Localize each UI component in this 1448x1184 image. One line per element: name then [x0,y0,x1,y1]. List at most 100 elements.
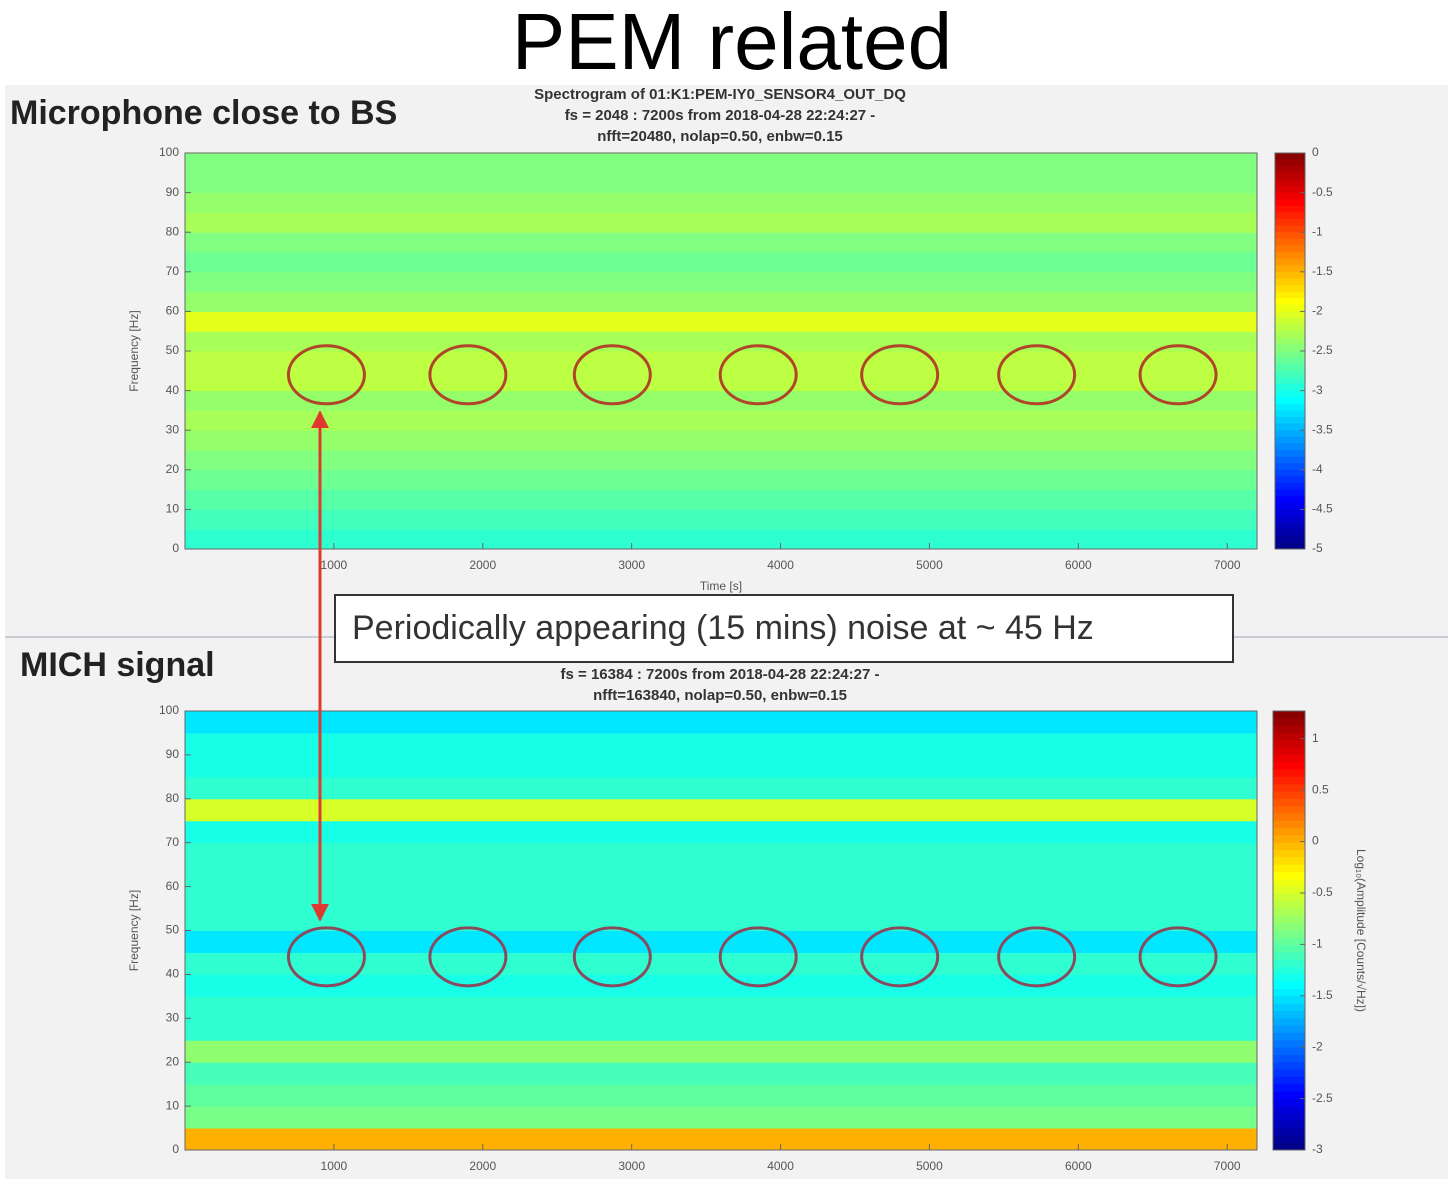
colorbar-segment [1273,784,1305,792]
spectrogram-band [185,311,1257,332]
colorbar-segment [1275,179,1305,187]
y-tick-label: 30 [166,422,180,436]
highlight-circle [428,344,508,406]
x-tick-label: 5000 [916,1159,943,1173]
colorbar-segment [1275,476,1305,484]
colorbar-segment [1275,205,1305,213]
colorbar-tick-label: -3.5 [1312,422,1333,436]
spectrogram-band [185,820,1257,844]
colorbar-tick-label: -2.5 [1312,1091,1333,1105]
colorbar-segment [1273,740,1305,749]
colorbar-tick-label: -2 [1312,1039,1323,1053]
highlight-circle [286,926,366,988]
spectrogram-band [185,450,1257,471]
colorbar-segment [1275,304,1305,312]
colorbar-segment [1275,351,1305,359]
colorbar-tick-label: -0.5 [1312,185,1333,199]
spectrogram-band [185,974,1257,997]
y-tick-label: 100 [159,703,179,717]
colorbar-segment [1275,522,1305,530]
x-tick-label: 4000 [767,558,794,572]
highlight-circle [572,926,652,988]
colorbar-segment [1275,192,1305,200]
colorbar-segment [1273,930,1305,939]
colorbar-segment [1273,1106,1305,1114]
colorbar-segment [1273,1003,1305,1012]
spectrogram-band [185,271,1257,293]
colorbar-segment [1273,1142,1305,1151]
colorbar-segment [1273,754,1305,763]
spectrogram-band [185,192,1257,213]
spectrogram-band [185,996,1257,1019]
colorbar-segment [1275,344,1305,352]
colorbar-segment [1275,417,1305,425]
x-tick-label: 2000 [469,1159,496,1173]
colorbar-tick-label: 1 [1312,731,1319,745]
x-tick-label: 3000 [618,1159,645,1173]
x-tick-label: 1000 [321,558,348,572]
spectrogram-band [185,930,1257,953]
colorbar-segment [1273,762,1305,771]
colorbar-segment [1275,238,1305,246]
spectrogram-band [185,212,1257,233]
colorbar-segment [1275,199,1305,207]
colorbar-segment [1275,265,1305,273]
panel-label: MICH signal [20,646,215,684]
annotation: Periodically appearing (15 mins) noise a… [352,609,1094,647]
spectrogram-band [185,1040,1257,1063]
y-tick-label: 70 [166,264,180,278]
chart-title: nfft=20480, nolap=0.50, enbw=0.15 [597,128,843,145]
colorbar-tick-label: -1 [1312,937,1323,951]
spectrogram-band [185,864,1257,888]
colorbar-segment [1275,529,1305,537]
x-tick-label: 3000 [618,558,645,572]
spectrogram-band [185,1062,1257,1085]
x-tick-label: 7000 [1214,1159,1241,1173]
y-tick-label: 100 [159,145,179,159]
colorbar-segment [1275,258,1305,266]
colorbar-segment [1275,324,1305,332]
y-axis-label: Frequency [Hz] [127,310,141,391]
colorbar-segment [1273,952,1305,961]
x-tick-label: 7000 [1214,558,1241,572]
colorbar-tick-label: -2.5 [1312,343,1333,357]
spectrogram-band [185,711,1257,734]
charts: Microphone close to BS Spectrogram of 01:… [10,86,1368,1173]
colorbar-segment [1273,908,1305,917]
colorbar-segment [1273,747,1305,756]
colorbar-segment [1275,252,1305,260]
colorbar-segment [1275,311,1305,319]
y-tick-label: 10 [166,1098,180,1112]
colorbar-segment [1275,377,1305,385]
colorbar-segment [1273,1040,1305,1049]
spectrogram-band [185,1018,1257,1041]
spectrogram-band [185,469,1257,491]
y-tick-label: 80 [166,224,180,238]
colorbar-segment [1273,1018,1305,1027]
colorbar-tick-label: 0 [1312,834,1319,848]
colorbar-segment [1273,1069,1305,1078]
highlight-circle [1138,926,1218,988]
highlight-circle [1138,344,1218,406]
colorbar-segment [1273,886,1305,895]
colorbar-segment [1273,871,1305,880]
colorbar-segment [1275,357,1305,365]
spectrogram-band [185,732,1257,756]
colorbar-segment [1273,828,1305,836]
colorbar-segment [1275,291,1305,299]
colorbar-segment [1275,278,1305,286]
spectrogram-band [185,509,1257,530]
colorbar-segment [1273,769,1305,778]
colorbar-segment [1273,1010,1305,1019]
y-tick-label: 50 [166,923,180,937]
spectrogram-band [185,291,1257,312]
colorbar-segment [1275,443,1305,451]
colorbar-segment [1275,469,1305,477]
y-tick-label: 40 [166,967,180,981]
colorbar-segment [1273,1025,1305,1034]
spectrogram-band [185,798,1257,822]
colorbar-tick-label: -3 [1312,383,1323,397]
colorbar-segment [1275,337,1305,345]
y-tick-label: 90 [166,747,180,761]
